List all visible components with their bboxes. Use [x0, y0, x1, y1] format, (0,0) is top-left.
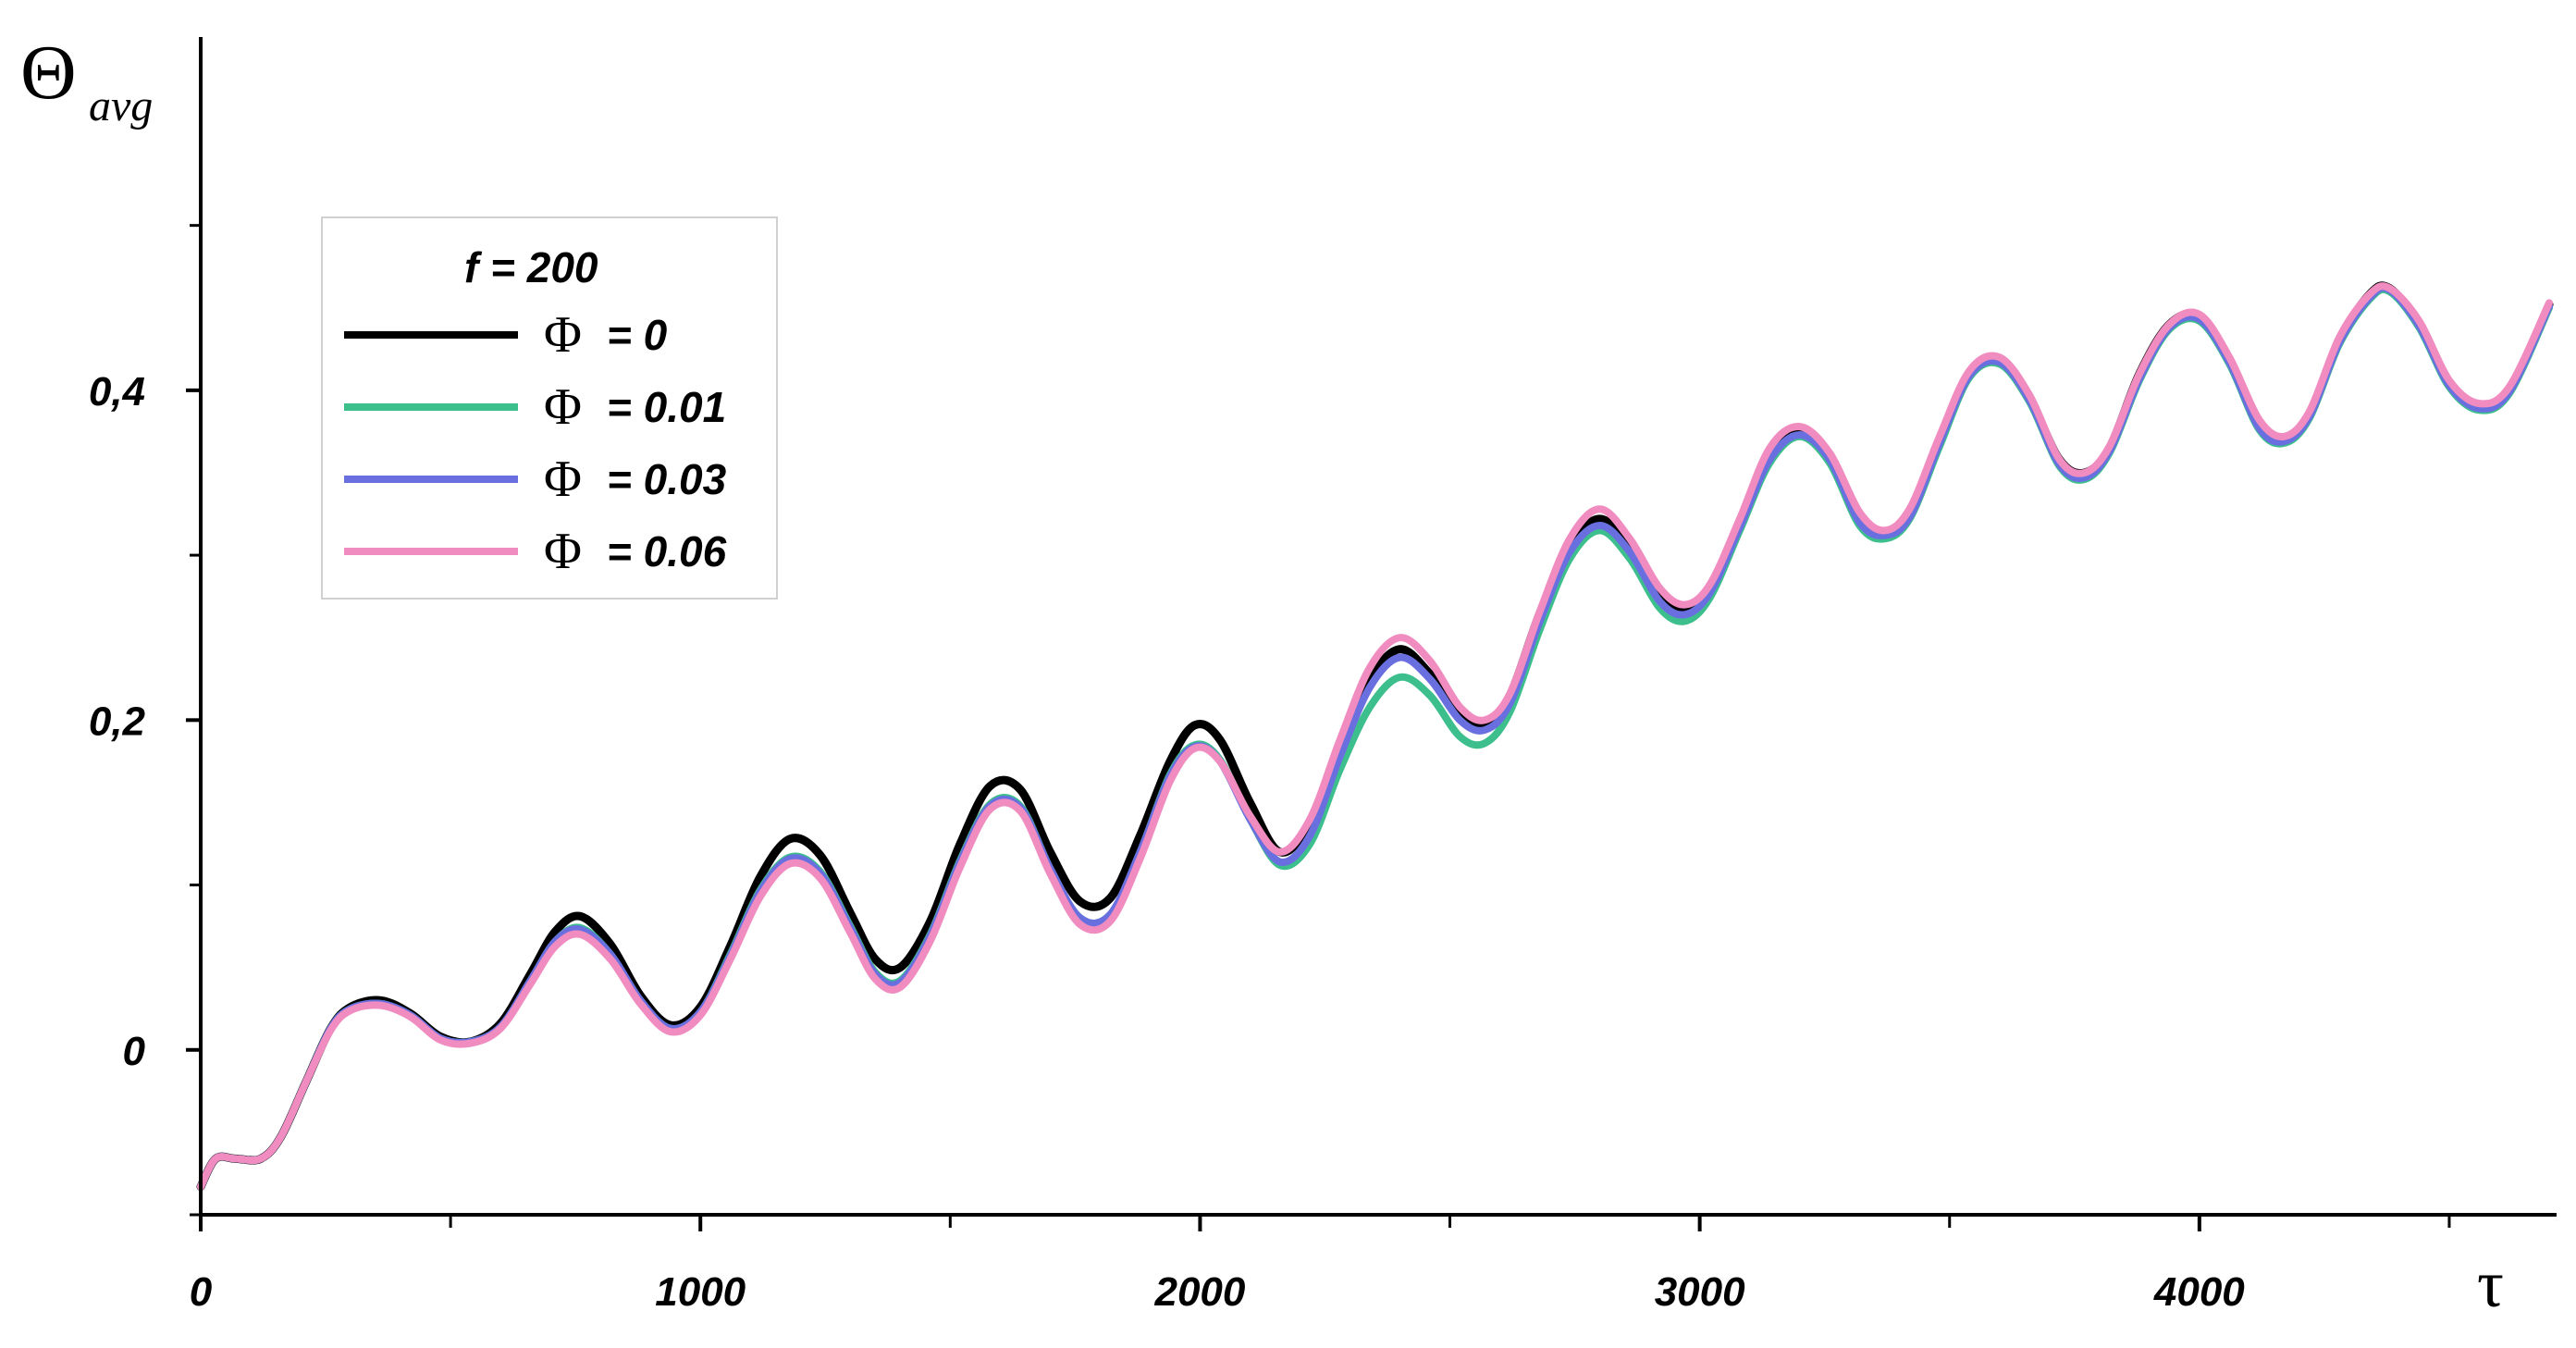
x-tick-label: 1000 [655, 1269, 746, 1315]
x-tick-label: 3000 [1655, 1269, 1745, 1315]
legend-label: = 0.03 [607, 455, 727, 503]
y-axis-label: Θ [20, 30, 77, 116]
x-axis-label: τ [2477, 1247, 2504, 1321]
legend-label: = 0 [607, 311, 668, 359]
legend-entries: Φ = 0 Φ = 0.01 Φ = 0.03 Φ = 0.06 [344, 306, 727, 580]
x-tick-label: 4000 [2153, 1269, 2245, 1315]
legend-symbol: Φ [544, 523, 582, 580]
ticks: 0 0,2 0,4 0 1000 2000 3000 4000 [89, 224, 2451, 1315]
series-layer [196, 281, 2554, 1192]
x-tick-label: 2000 [1153, 1269, 1245, 1315]
legend-title: f = 200 [464, 243, 598, 291]
legend-label: = 0.06 [607, 527, 727, 575]
legend-symbol: Φ [544, 378, 582, 436]
x-tick-label: 0 [190, 1269, 213, 1315]
legend-label: = 0.01 [607, 383, 726, 431]
axes [199, 37, 2557, 1218]
y-tick-label: 0,2 [89, 699, 146, 744]
series-line-4 [197, 282, 2553, 1191]
y-tick-label: 0 [123, 1029, 146, 1074]
y-tick-label: 0,4 [89, 369, 145, 414]
y-axis-label-subscript: avg [89, 81, 153, 130]
legend-symbol: Φ [544, 306, 582, 364]
legend-symbol: Φ [544, 451, 582, 508]
legend: f = 200 Φ = 0 Φ = 0.01 Φ = 0.03 Φ = 0.06 [321, 216, 778, 600]
